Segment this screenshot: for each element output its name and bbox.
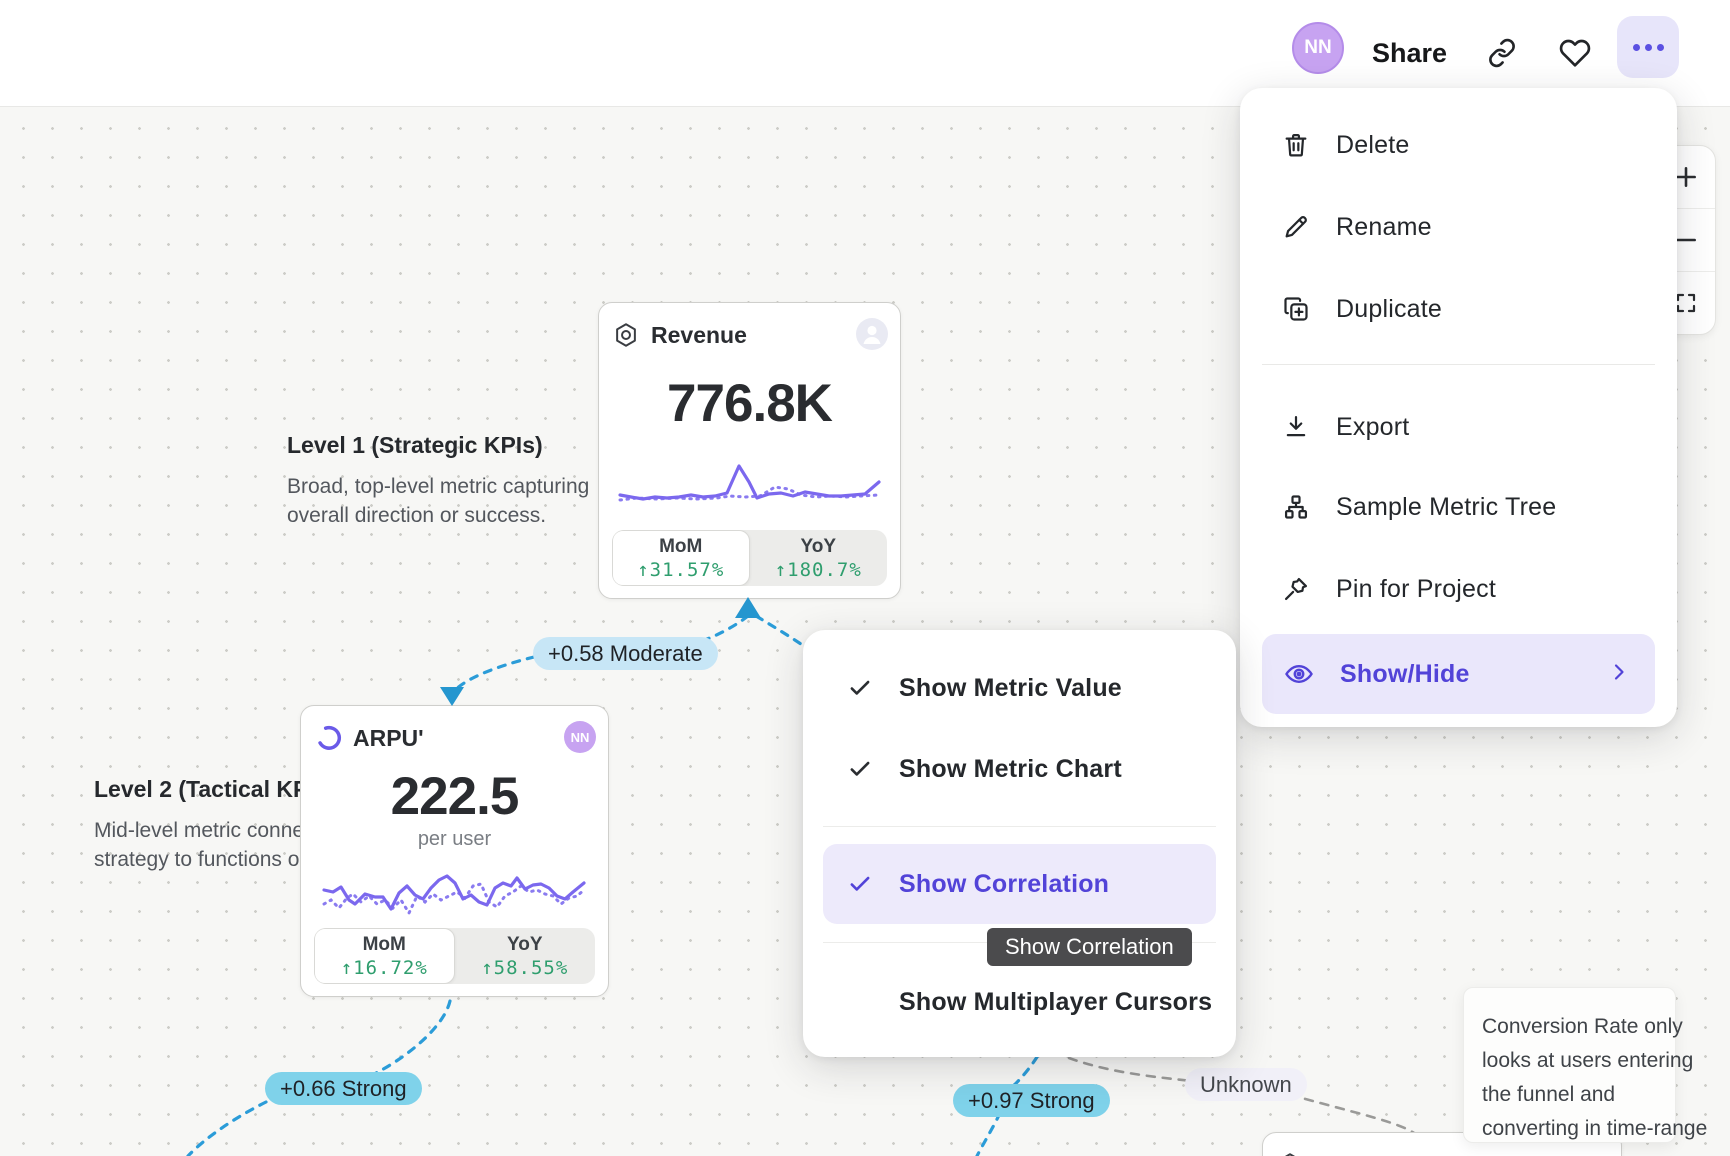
mom-toggle[interactable]: MoM ↑31.57% (612, 530, 750, 586)
pin-icon (1284, 577, 1308, 601)
eye-icon (1285, 665, 1313, 683)
check-icon (850, 680, 870, 695)
submenu-divider (823, 826, 1216, 827)
chevron-right-icon (1614, 663, 1624, 680)
level2-desc-line1: Mid-level metric connecting (94, 819, 349, 842)
yoy-toggle[interactable]: YoY ↑180.7% (750, 530, 888, 586)
mom-value: ↑31.57% (637, 558, 725, 581)
check-icon (850, 761, 870, 776)
level1-title: Level 1 (Strategic KPIs) (287, 432, 543, 458)
mom-label: MoM (362, 933, 406, 955)
correlation-badge-moderate[interactable]: +0.58 Moderate (533, 637, 718, 670)
link-icon (1489, 38, 1515, 68)
minus-icon (1676, 238, 1696, 242)
person-icon (863, 325, 881, 344)
level2-desc-line2: strategy to functions or doma (94, 848, 365, 871)
metric-tree-icon (1284, 495, 1308, 519)
menu-item-show-hide[interactable]: Show/Hide (1262, 634, 1655, 714)
submenu-item-label: Show Metric Value (899, 673, 1122, 702)
note-line3: the funnel and (1482, 1083, 1616, 1106)
more-options-menu: Delete Rename Duplicate (1240, 88, 1677, 727)
share-button[interactable]: Share (1372, 38, 1448, 68)
submenu-item-label: Show Metric Chart (899, 754, 1122, 783)
owner-avatar-icon[interactable] (856, 318, 888, 350)
yoy-label: YoY (800, 535, 837, 557)
menu-item-duplicate[interactable]: Duplicate (1254, 277, 1663, 341)
conversion-note: Conversion Rate only looks at users ente… (1463, 987, 1708, 1143)
menu-item-sample-metric-tree[interactable]: Sample Metric Tree (1254, 475, 1663, 539)
copy-link-button[interactable] (1479, 30, 1525, 76)
menu-item-label: Show/Hide (1340, 659, 1470, 688)
metric-value: 222.5 (390, 767, 520, 826)
check-icon (850, 876, 870, 891)
menu-item-pin-for-project[interactable]: Pin for Project (1254, 557, 1663, 621)
user-avatar[interactable]: NN (1292, 22, 1344, 74)
menu-divider (1262, 364, 1655, 365)
sparkline-chart (618, 464, 881, 502)
level1-desc-line1: Broad, top-level metric capturing (287, 475, 590, 498)
submenu-item-label: Show Multiplayer Cursors (899, 987, 1213, 1016)
mom-toggle[interactable]: MoM ↑16.72% (314, 928, 455, 984)
submenu-item-label: Show Correlation (899, 869, 1110, 898)
topbar: NN Share (0, 0, 1730, 107)
yoy-label: YoY (506, 933, 543, 955)
submenu-item-show-correlation[interactable]: Show Correlation (823, 844, 1216, 924)
menu-item-label: Pin for Project (1336, 574, 1497, 603)
menu-item-label: Sample Metric Tree (1336, 492, 1557, 521)
submenu-item-show-multiplayer-cursors[interactable]: Show Multiplayer Cursors (817, 970, 1222, 1034)
menu-item-export[interactable]: Export (1254, 395, 1663, 459)
plus-icon (1676, 167, 1696, 187)
show-hide-submenu: Show Metric Value Show Metric Chart Show… (803, 630, 1236, 1057)
menu-item-label: Duplicate (1336, 294, 1443, 323)
duplicate-icon (1284, 297, 1308, 321)
correlation-badge-strong-2[interactable]: +0.97 Strong (953, 1084, 1110, 1117)
mom-value: ↑16.72% (340, 956, 428, 979)
zoom-out-button[interactable] (1657, 208, 1715, 271)
yoy-value: ↑58.55% (481, 956, 569, 979)
fit-view-button[interactable] (1657, 271, 1715, 334)
menu-item-label: Rename (1336, 212, 1432, 241)
zoom-in-button[interactable] (1657, 146, 1715, 208)
trash-icon (1285, 133, 1307, 157)
level2-title: Level 2 (Tactical KPIs (94, 776, 328, 802)
correlation-badge-strong-1[interactable]: +0.66 Strong (265, 1072, 422, 1105)
correlation-badge-unknown[interactable]: Unknown (1185, 1068, 1307, 1101)
note-line1: Conversion Rate only (1482, 1015, 1683, 1038)
show-correlation-tooltip: Show Correlation (987, 928, 1192, 966)
yoy-toggle[interactable]: YoY ↑58.55% (455, 928, 596, 984)
collaborator-avatar[interactable]: NN (564, 721, 596, 753)
level1-desc-line2: overall direction or success. (287, 504, 547, 527)
sparkline-chart (322, 874, 586, 917)
fullscreen-icon (1676, 293, 1696, 313)
submenu-item-show-metric-value[interactable]: Show Metric Value (817, 656, 1222, 720)
menu-item-delete[interactable]: Delete (1254, 113, 1663, 177)
metric-card-arpu[interactable]: ARPU' NN 222.5 per user MoM ↑16.72% YoY … (300, 705, 609, 997)
ellipsis-icon (1632, 43, 1640, 51)
yoy-value: ↑180.7% (774, 558, 862, 581)
crescent-icon (318, 725, 341, 750)
card-title: Revenue (651, 321, 747, 348)
card-title: ARPU' (353, 724, 424, 751)
metric-hexagon-icon (616, 323, 636, 347)
favorite-button[interactable] (1552, 30, 1598, 76)
pencil-icon (1285, 216, 1307, 238)
card-title: Purchase Conversion R (1315, 1152, 1574, 1156)
note-line2: looks at users entering (1482, 1049, 1694, 1072)
level1-annotation: Level 1 (Strategic KPIs) Broad, top-leve… (287, 432, 589, 530)
menu-item-label: Delete (1336, 130, 1410, 159)
menu-item-rename[interactable]: Rename (1254, 195, 1663, 259)
heart-icon (1559, 39, 1591, 67)
metric-hexagon-icon (1285, 1153, 1295, 1156)
download-icon (1286, 415, 1306, 437)
metric-card-revenue[interactable]: Revenue 776.8K MoM ↑31.57% YoY ↑180.7% (598, 302, 901, 599)
metric-value: 776.8K (667, 374, 833, 433)
mom-label: MoM (659, 535, 703, 557)
submenu-item-show-metric-chart[interactable]: Show Metric Chart (817, 737, 1222, 801)
level2-annotation: Level 2 (Tactical KPIs Mid-level metric … (94, 776, 365, 874)
metric-unit: per user (417, 828, 492, 850)
menu-item-label: Export (1336, 412, 1410, 441)
more-options-button[interactable] (1617, 16, 1679, 78)
note-line4: converting in time-range (1482, 1117, 1708, 1140)
